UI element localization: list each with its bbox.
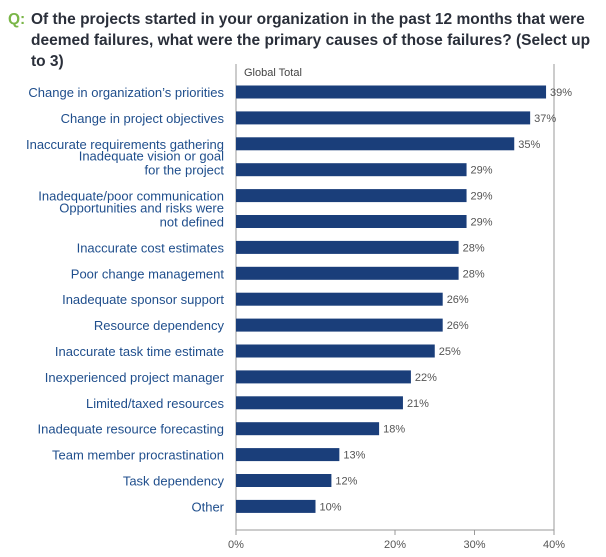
bar-value-label: 29% bbox=[471, 165, 493, 177]
bar-value-label: 21% bbox=[407, 398, 429, 410]
bar-value-label: 28% bbox=[463, 242, 485, 254]
bar-value-label: 29% bbox=[471, 191, 493, 203]
bar bbox=[236, 344, 435, 358]
category-label: Team member procrastination bbox=[52, 448, 224, 463]
bar bbox=[236, 474, 332, 487]
bar bbox=[236, 163, 467, 177]
series-label: Global Total bbox=[244, 67, 302, 79]
bar bbox=[236, 215, 467, 228]
category-label: for the project bbox=[145, 163, 225, 178]
bar-value-label: 28% bbox=[463, 268, 485, 280]
bar-value-label: 35% bbox=[518, 139, 540, 151]
category-label: Limited/taxed resources bbox=[86, 396, 225, 411]
question-prefix: Q: bbox=[8, 11, 26, 28]
bar bbox=[236, 422, 380, 436]
bar-value-label: 12% bbox=[335, 476, 357, 488]
bar bbox=[236, 292, 443, 306]
bar bbox=[236, 448, 340, 462]
bar-value-label: 29% bbox=[471, 217, 493, 229]
bar-value-label: 13% bbox=[343, 450, 365, 462]
bar bbox=[236, 499, 316, 513]
category-label: Inaccurate requirements gathering bbox=[26, 137, 224, 152]
category-label: Opportunities and risks were bbox=[59, 201, 224, 216]
x-tick-label: 0% bbox=[228, 539, 244, 551]
bar-value-label: 26% bbox=[447, 320, 469, 332]
category-label: Inadequate sponsor support bbox=[62, 292, 224, 307]
bar-value-label: 37% bbox=[534, 113, 556, 125]
bar bbox=[236, 318, 443, 332]
bar-value-label: 22% bbox=[415, 372, 437, 384]
category-label: Inaccurate task time estimate bbox=[55, 344, 224, 359]
bar bbox=[236, 137, 515, 151]
x-tick-label: 40% bbox=[543, 539, 565, 551]
bar-value-label: 10% bbox=[320, 501, 342, 513]
category-label: not defined bbox=[160, 215, 224, 230]
bar bbox=[236, 189, 467, 203]
category-label: Change in organization’s priorities bbox=[28, 85, 224, 100]
category-label: Other bbox=[191, 499, 224, 514]
bar bbox=[236, 240, 459, 254]
bar bbox=[236, 396, 403, 410]
bar bbox=[236, 85, 547, 99]
question-text: Of the projects started in your organiza… bbox=[31, 11, 591, 70]
question: Q: Of the projects started in your organ… bbox=[8, 9, 600, 72]
category-label: Inaccurate cost estimates bbox=[77, 240, 225, 255]
category-label: Poor change management bbox=[71, 266, 225, 281]
bar-value-label: 25% bbox=[439, 346, 461, 358]
bar-value-label: 26% bbox=[447, 294, 469, 306]
category-label: Inadequate resource forecasting bbox=[38, 422, 224, 437]
bar bbox=[236, 370, 411, 384]
category-label: Inexperienced project manager bbox=[45, 370, 225, 385]
bar-value-label: 18% bbox=[383, 424, 405, 436]
bar bbox=[236, 266, 459, 280]
category-label: Change in project objectives bbox=[61, 111, 225, 126]
category-label: Inadequate/poor communication bbox=[38, 189, 224, 204]
category-label: Resource dependency bbox=[94, 318, 225, 333]
bar-value-label: 39% bbox=[550, 87, 572, 99]
x-tick-label: 30% bbox=[463, 539, 485, 551]
category-label: Task dependency bbox=[123, 474, 225, 489]
category-label: Inadequate vision or goal bbox=[79, 149, 224, 164]
x-tick-label: 20% bbox=[384, 539, 406, 551]
bar bbox=[236, 111, 531, 125]
